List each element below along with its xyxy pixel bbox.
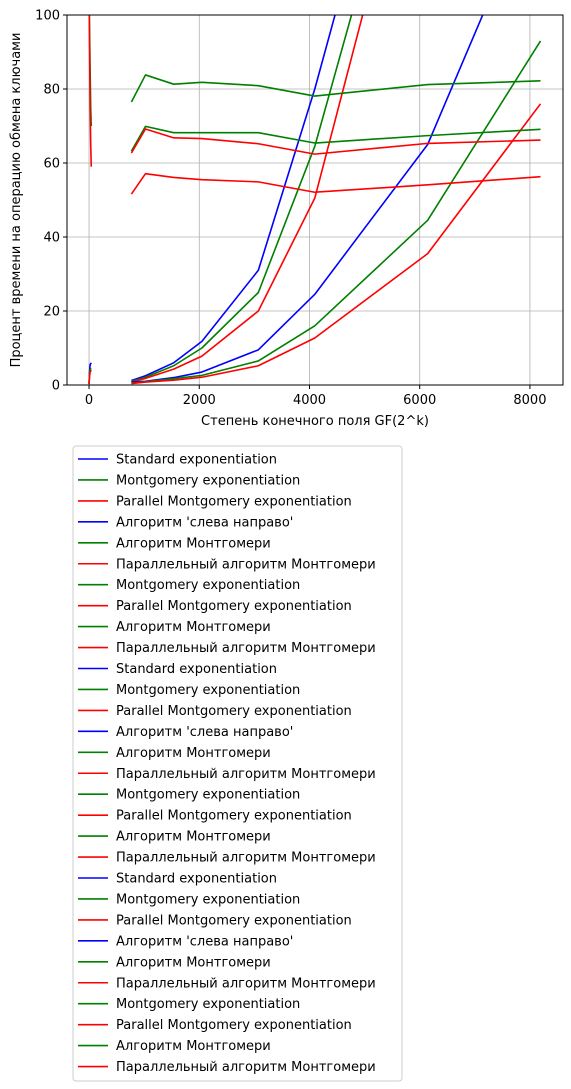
legend-label: Алгоритм 'слева направо'	[116, 515, 293, 530]
plot-frame	[66, 14, 564, 386]
legend-label: Montgomery exponentiation	[116, 578, 300, 593]
legend-label: Параллельный алгоритм Монтгомери	[116, 976, 376, 991]
series-line-12	[130, 125, 541, 152]
legend-label: Parallel Montgomery exponentiation	[116, 494, 352, 509]
legend-box	[72, 445, 403, 1082]
legend-label: Parallel Montgomery exponentiation	[116, 1018, 352, 1033]
legend-label: Алгоритм 'слева направо'	[116, 934, 293, 949]
y-axis-label: Процент времени на операцию обмена ключа…	[9, 33, 24, 368]
legend-label: Parallel Montgomery exponentiation	[116, 809, 352, 824]
y-tick-label: 0	[52, 379, 60, 394]
y-tick-label: 80	[43, 83, 60, 98]
y-tick-label: 100	[35, 9, 60, 24]
grid	[67, 14, 563, 386]
legend-label: Параллельный алгоритм Монтгомери	[116, 1060, 376, 1075]
legend-label: Parallel Montgomery exponentiation	[116, 913, 352, 928]
series-line-10	[131, 103, 542, 385]
y-tick-label: 40	[43, 231, 60, 246]
series-line-5	[131, 15, 336, 382]
legend-label: Standard exponentiation	[116, 453, 277, 468]
legend: Standard exponentiation Montgomery expone…	[72, 445, 403, 1082]
legend-label: Parallel Montgomery exponentiation	[116, 704, 352, 719]
series-line-7	[131, 15, 364, 383]
legend-label: Montgomery exponentiation	[116, 473, 300, 488]
legend-label: Parallel Montgomery exponentiation	[116, 599, 352, 614]
legend-label: Алгоритм Монтгомери	[116, 746, 271, 761]
plot-lines	[88, 15, 542, 385]
x-tick-label: 4000	[293, 393, 326, 408]
x-axis-ticks: 0 2000 4000 6000 8000	[85, 385, 546, 408]
legend-label: Параллельный алгоритм Монтгомери	[116, 851, 376, 866]
legend-label: Montgomery exponentiation	[116, 788, 300, 803]
legend-label: Montgomery exponentiation	[116, 892, 300, 907]
legend-label: Standard exponentiation	[116, 872, 277, 887]
y-axis-ticks: 0 20 40 60 80 100	[35, 9, 67, 394]
series-line-11	[130, 74, 541, 103]
legend-label: Standard exponentiation	[116, 662, 277, 677]
series-line-8	[131, 15, 484, 383]
legend-label: Алгоритм 'слева направо'	[116, 725, 293, 740]
series-line-13	[130, 128, 541, 155]
legend-label: Алгоритм Монтгомери	[116, 1039, 271, 1054]
legend-label: Параллельный алгоритм Монтгомери	[116, 557, 376, 572]
x-tick-label: 8000	[513, 393, 546, 408]
y-tick-label: 20	[43, 305, 60, 320]
series-line-2	[88, 369, 92, 385]
series-line-4	[88, 15, 93, 167]
legend-label: Алгоритм Монтгомери	[116, 830, 271, 845]
series-line-6	[131, 15, 353, 383]
x-tick-label: 6000	[403, 393, 436, 408]
legend-label: Montgomery exponentiation	[116, 683, 300, 698]
x-axis-label: Степень конечного поля GF(2^k)	[201, 414, 429, 429]
legend-label: Алгоритм Монтгомери	[116, 536, 271, 551]
x-tick-label: 0	[85, 393, 93, 408]
legend-label: Параллельный алгоритм Монтгомери	[116, 767, 376, 782]
legend-label: Montgomery exponentiation	[116, 997, 300, 1012]
legend-label: Алгоритм Монтгомери	[116, 620, 271, 635]
legend-label: Алгоритм Монтгомери	[116, 955, 271, 970]
series-line-9	[131, 40, 542, 384]
series-line-14	[130, 172, 541, 195]
legend-label: Параллельный алгоритм Монтгомери	[116, 641, 376, 656]
x-tick-label: 2000	[183, 393, 216, 408]
y-tick-label: 60	[43, 157, 60, 172]
